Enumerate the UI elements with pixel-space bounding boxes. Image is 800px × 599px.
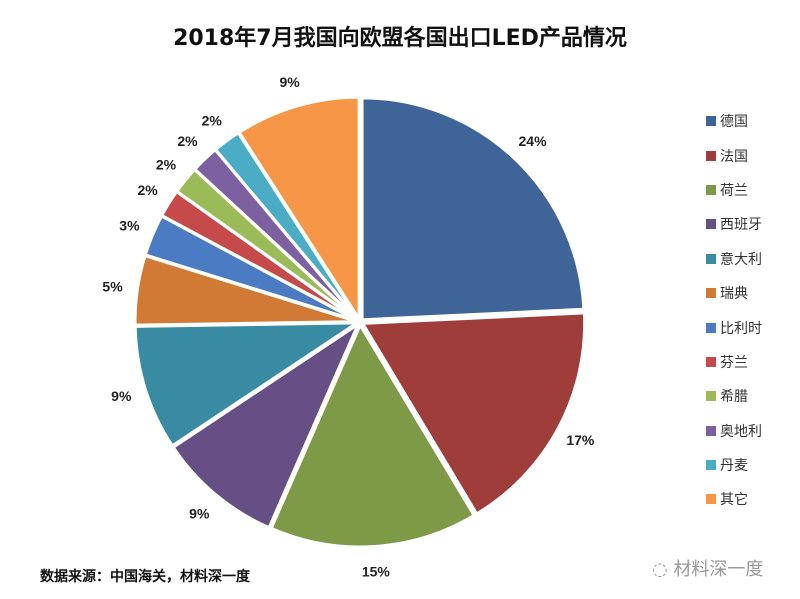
legend-item: 比利时 bbox=[706, 310, 762, 344]
data-label: 5% bbox=[102, 278, 123, 294]
legend-swatch bbox=[706, 460, 716, 471]
legend-label: 比利时 bbox=[720, 320, 762, 337]
legend-item: 希腊 bbox=[706, 379, 762, 413]
legend-swatch bbox=[706, 150, 716, 161]
legend-item: 瑞典 bbox=[706, 276, 762, 310]
legend-swatch bbox=[706, 494, 716, 505]
data-label: 9% bbox=[111, 388, 132, 404]
legend-label: 意大利 bbox=[720, 251, 762, 268]
legend-item: 丹麦 bbox=[706, 448, 762, 482]
legend-swatch bbox=[706, 253, 716, 264]
data-label: 2% bbox=[156, 156, 177, 172]
legend-label: 奥地利 bbox=[720, 423, 762, 440]
legend-item: 法国 bbox=[706, 138, 762, 172]
legend-swatch bbox=[706, 425, 716, 436]
pie-slice-其它 bbox=[237, 95, 361, 325]
pie-slice-西班牙 bbox=[171, 320, 362, 530]
legend: 德国法国荷兰西班牙意大利瑞典比利时芬兰希腊奥地利丹麦其它 bbox=[706, 104, 762, 517]
legend-label: 丹麦 bbox=[720, 458, 748, 475]
pie-slice-意大利 bbox=[133, 321, 363, 448]
pie-slice-德国 bbox=[360, 96, 586, 322]
legend-swatch bbox=[706, 288, 716, 299]
pie-slice-荷兰 bbox=[269, 321, 477, 549]
legend-label: 西班牙 bbox=[720, 217, 762, 234]
legend-item: 意大利 bbox=[706, 242, 762, 276]
source-note: 数据来源：中国海关，材料深一度 bbox=[40, 569, 250, 585]
data-label: 24% bbox=[519, 133, 548, 149]
legend-swatch bbox=[706, 391, 716, 402]
watermark: ◌ 材料深一度 bbox=[652, 555, 763, 581]
wechat-icon: ◌ bbox=[652, 559, 674, 580]
legend-label: 希腊 bbox=[720, 389, 748, 406]
data-label: 15% bbox=[362, 563, 391, 579]
legend-item: 德国 bbox=[706, 104, 762, 138]
legend-label: 瑞典 bbox=[720, 286, 748, 303]
legend-label: 芬兰 bbox=[720, 354, 748, 371]
data-label: 2% bbox=[202, 113, 223, 129]
legend-swatch bbox=[706, 356, 716, 367]
legend-item: 西班牙 bbox=[706, 207, 762, 241]
pie-slice-法国 bbox=[360, 311, 587, 516]
legend-swatch bbox=[706, 322, 716, 333]
watermark-text: 材料深一度 bbox=[673, 559, 764, 580]
legend-label: 荷兰 bbox=[720, 182, 748, 199]
data-label: 9% bbox=[279, 74, 300, 90]
legend-item: 芬兰 bbox=[706, 345, 762, 379]
legend-label: 德国 bbox=[720, 114, 748, 131]
legend-item: 其它 bbox=[706, 482, 762, 516]
data-label: 17% bbox=[566, 432, 595, 448]
legend-label: 法国 bbox=[720, 148, 748, 165]
legend-item: 荷兰 bbox=[706, 173, 762, 207]
legend-label: 其它 bbox=[720, 492, 748, 509]
data-label: 3% bbox=[119, 217, 140, 233]
data-label: 2% bbox=[177, 133, 198, 149]
data-label: 9% bbox=[189, 506, 210, 522]
legend-swatch bbox=[706, 184, 716, 195]
legend-swatch bbox=[706, 219, 716, 230]
legend-item: 奥地利 bbox=[706, 414, 762, 448]
legend-swatch bbox=[706, 116, 716, 127]
data-label: 2% bbox=[137, 182, 158, 198]
chart-title: 2018年7月我国向欧盟各国出口LED产品情况 bbox=[173, 26, 627, 51]
